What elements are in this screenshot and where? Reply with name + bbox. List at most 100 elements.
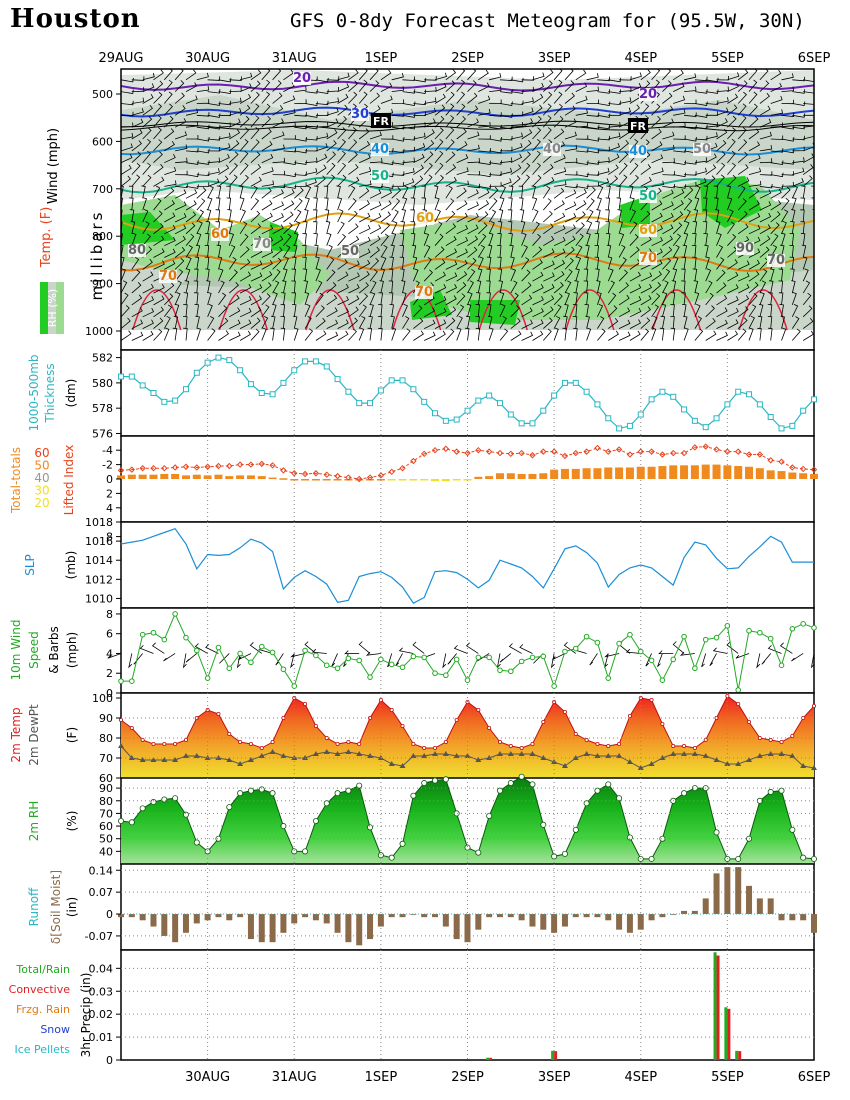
wind-barb — [813, 79, 814, 81]
wind-barb — [294, 112, 307, 117]
wind-barb — [193, 280, 199, 294]
soil-moisture-bar — [648, 914, 655, 921]
wind-barb — [142, 116, 153, 128]
wind-barb — [400, 268, 405, 282]
wind-barb — [314, 244, 319, 258]
wind-barb — [467, 246, 478, 258]
dewpoint-point — [681, 751, 688, 756]
wind-barb — [521, 107, 534, 116]
wind-barb — [456, 224, 469, 235]
wind-barb — [705, 256, 710, 270]
temperature-point — [248, 742, 253, 747]
wind-barb — [651, 212, 663, 223]
wind-barb — [800, 221, 805, 234]
wind-barb — [261, 91, 271, 104]
wind-barb — [781, 197, 790, 211]
thickness-point — [421, 398, 428, 405]
wind-barb — [410, 197, 416, 211]
lifted-index-point — [756, 451, 764, 458]
wind-speed-point — [616, 640, 622, 647]
wind-barb — [759, 80, 770, 92]
wind-barb — [683, 209, 691, 223]
wind-barb — [521, 257, 530, 270]
wind-barb — [305, 101, 318, 106]
wind-barb — [424, 97, 437, 104]
soil-moisture-bar — [150, 914, 157, 927]
wind-barb — [153, 176, 165, 187]
wind-barb — [467, 144, 480, 152]
dewpoint-point — [496, 751, 503, 756]
wind-barb — [486, 280, 491, 294]
wind-barb — [261, 259, 273, 270]
wind-barb — [727, 127, 737, 140]
wind-barb — [196, 182, 210, 187]
lifted-index-point — [799, 465, 807, 473]
temperature-point — [682, 744, 687, 749]
wind-barb — [173, 315, 179, 329]
total-totals-bar — [474, 476, 483, 479]
wind-barb — [673, 188, 685, 199]
surface-wind-barb — [412, 641, 425, 654]
lifted-index-point — [475, 446, 482, 454]
isotherm-label: 50 — [693, 142, 711, 157]
soil-moisture-bar — [399, 914, 406, 918]
rh-point — [237, 790, 244, 797]
surface-wind-barb — [442, 653, 447, 669]
wind-barb — [518, 185, 524, 199]
wind-barb — [218, 89, 232, 94]
wind-barb — [378, 292, 384, 305]
wind-barb — [683, 221, 690, 234]
wind-barb — [130, 220, 136, 234]
wind-barb — [131, 307, 143, 318]
wind-barb — [294, 160, 307, 165]
wind-barb — [359, 259, 371, 270]
total-totals-bar — [387, 479, 396, 481]
tt-scale-label: 40 — [34, 471, 49, 485]
wind-barb — [532, 209, 539, 223]
wind-barb — [499, 101, 513, 106]
wind-barb — [683, 315, 688, 329]
wind-barb — [229, 151, 239, 163]
wind-barb — [684, 124, 697, 130]
surface-wind-barb — [550, 653, 555, 669]
wind-barb — [770, 222, 780, 235]
wind-barb — [348, 295, 360, 306]
wind-barb — [738, 283, 750, 294]
wind-barb — [694, 76, 708, 82]
wind-barb — [369, 213, 382, 223]
dewpoint-point — [659, 755, 666, 760]
wind-barb — [369, 235, 381, 247]
soil-moisture-bar — [616, 914, 623, 930]
wind-barb — [659, 327, 665, 341]
total-totals-bar — [539, 473, 548, 479]
wind-barb — [183, 292, 189, 305]
soil-moisture-bar — [529, 914, 536, 927]
wind-barb — [543, 80, 553, 92]
wind-barb — [218, 77, 232, 83]
wind-barb — [486, 292, 491, 305]
lifted-index-point — [204, 463, 211, 470]
wind-barb — [445, 284, 458, 294]
wind-barb — [778, 268, 784, 282]
wind-barb — [660, 315, 666, 329]
wind-barb — [759, 145, 773, 152]
wind-barb — [229, 129, 241, 140]
rh-point — [767, 788, 774, 795]
wind-barb — [748, 212, 761, 223]
wind-barb — [543, 317, 553, 329]
wind-barb — [326, 319, 339, 329]
wind-barb — [813, 340, 814, 341]
wind-speed-point — [226, 665, 233, 672]
wind-barb — [575, 244, 583, 258]
isotherm-80-arc — [565, 289, 615, 331]
thickness-point — [442, 417, 449, 424]
wind-barb — [758, 303, 764, 317]
wind-barb — [759, 92, 770, 104]
wind-barb — [261, 327, 267, 341]
total-totals-bar — [680, 465, 689, 479]
wind-barb — [467, 292, 473, 306]
soil-moisture-bar — [594, 914, 601, 918]
wind-barb — [608, 121, 621, 128]
y-tick-label: 0.07 — [89, 886, 114, 899]
wind-barb — [359, 167, 372, 175]
